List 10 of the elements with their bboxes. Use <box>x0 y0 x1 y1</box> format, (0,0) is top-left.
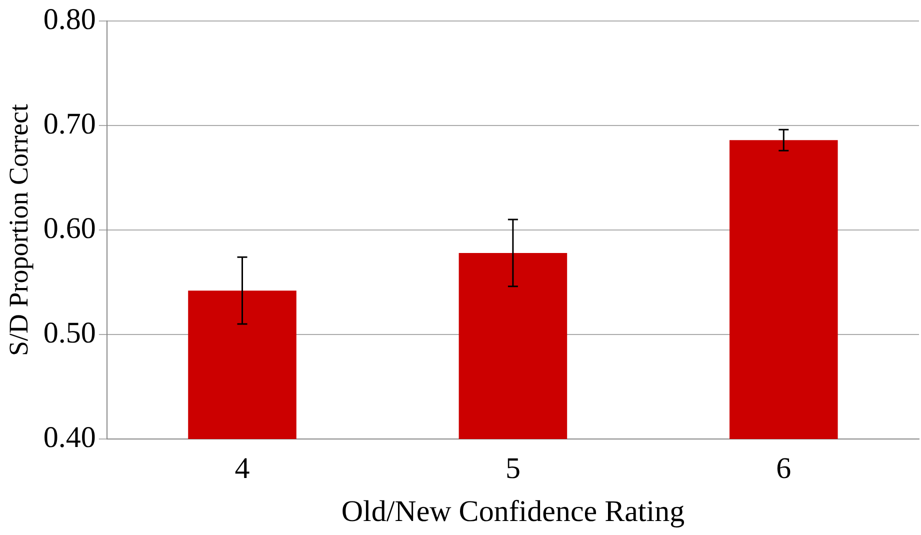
y-tick-label: 0.60 <box>43 212 96 245</box>
y-tick-label: 0.40 <box>43 420 96 454</box>
x-tick-label: 4 <box>234 452 250 485</box>
y-tick-label: 0.50 <box>43 316 96 350</box>
y-tick-label: 0.80 <box>43 2 96 36</box>
y-tick-label: 0.70 <box>43 107 96 140</box>
y-axis-title: S/D Proportion Correct <box>3 104 34 356</box>
x-tick-label: 5 <box>505 452 520 485</box>
x-tick-label: 6 <box>776 452 792 485</box>
x-axis-title: Old/New Confidence Rating <box>341 494 685 528</box>
